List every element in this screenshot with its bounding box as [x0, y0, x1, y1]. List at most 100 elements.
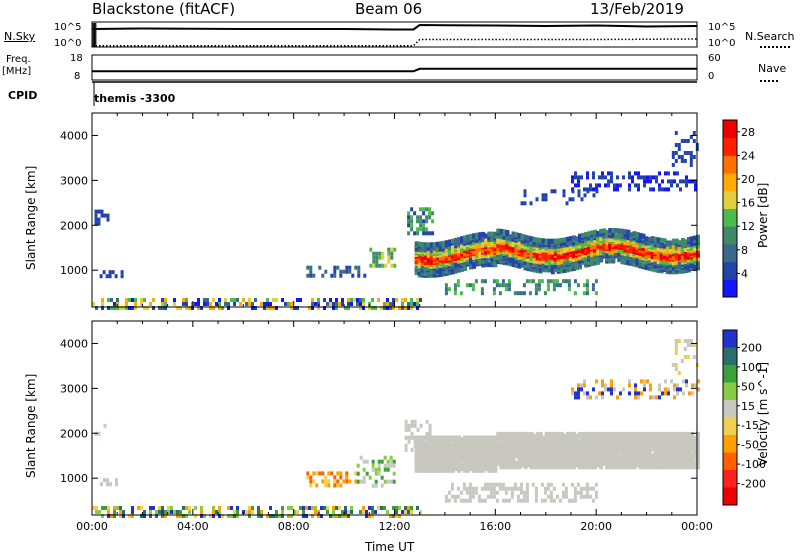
velocity-cell — [342, 479, 346, 484]
velocity-cell — [257, 506, 260, 510]
velocity-cell — [510, 494, 514, 499]
nsearch-tick-top: 10^5 — [708, 22, 736, 33]
velocity-cell — [565, 431, 570, 437]
velocity-cell — [610, 387, 613, 392]
power-cell — [371, 306, 374, 310]
power-cell — [602, 251, 607, 257]
velocity-cell — [345, 475, 349, 480]
power-cell — [529, 239, 534, 245]
velocity-cell — [454, 435, 458, 441]
power-cell — [586, 175, 589, 180]
power-cell — [596, 249, 601, 254]
velocity-colorbar-tick-label: 200 — [741, 341, 762, 354]
velocity-cell — [164, 514, 167, 518]
power-cell — [309, 265, 313, 270]
velocity-cell — [583, 379, 586, 384]
power-cell — [407, 215, 411, 220]
power-cell — [107, 298, 110, 302]
power-cell — [420, 265, 425, 271]
power-cell — [468, 283, 472, 288]
velocity-cell — [559, 439, 564, 445]
velocity-cell — [413, 443, 417, 448]
power-cell — [635, 235, 640, 241]
velocity-cell — [559, 442, 564, 448]
velocity-cell — [570, 482, 574, 487]
power-cell — [664, 187, 667, 192]
power-cell — [653, 254, 658, 260]
power-cell — [375, 251, 379, 256]
velocity-cell — [444, 435, 449, 441]
velocity-cell — [697, 379, 700, 384]
velocity-cell — [474, 490, 478, 495]
velocity-ylabel: Slant Range [km] — [24, 373, 38, 478]
velocity-cell — [416, 439, 420, 444]
power-cell — [523, 259, 528, 265]
power-cell — [647, 237, 652, 243]
power-cell — [605, 244, 610, 250]
power-cell — [120, 270, 124, 275]
velocity-cell — [416, 506, 419, 510]
velocity-cell — [149, 510, 152, 514]
power-cell — [523, 238, 528, 244]
power-cell — [333, 265, 337, 270]
velocity-cell — [586, 391, 589, 396]
velocity-cell — [459, 498, 463, 503]
velocity-cell — [544, 431, 549, 437]
velocity-cell — [447, 490, 451, 495]
velocity-cell — [578, 446, 582, 452]
velocity-cell — [380, 506, 383, 510]
power-cell — [691, 179, 694, 184]
power-cell — [574, 175, 577, 180]
power-cell — [689, 239, 694, 245]
power-cell — [472, 262, 477, 267]
velocity-cell — [579, 490, 583, 495]
velocity-cell — [647, 431, 652, 437]
velocity-cell — [344, 510, 347, 514]
power-colorbar-tick-label: 12 — [741, 220, 755, 233]
power-cell — [357, 269, 361, 274]
power-cell — [444, 283, 448, 288]
power-cell — [552, 279, 556, 284]
power-cell — [218, 298, 221, 302]
power-cell — [646, 179, 649, 184]
power-cell — [689, 159, 693, 163]
power-cell — [128, 298, 131, 302]
power-cell — [692, 139, 696, 143]
power-cell — [602, 228, 607, 234]
velocity-colorbar-frame — [722, 329, 738, 506]
velocity-cell — [632, 448, 637, 454]
power-cell — [520, 233, 525, 239]
power-cell — [475, 247, 480, 253]
velocity-cell — [543, 498, 547, 503]
velocity-cell — [493, 464, 498, 470]
velocity-cell — [326, 510, 329, 514]
velocity-cell — [354, 479, 358, 484]
velocity-cell — [306, 471, 310, 476]
power-cell — [571, 175, 574, 180]
velocity-cell — [143, 510, 146, 514]
velocity-cell — [587, 431, 592, 437]
velocity-cell — [602, 431, 607, 437]
velocity-cell — [532, 433, 537, 439]
velocity-cell — [526, 460, 531, 466]
velocity-cell — [504, 490, 508, 495]
velocity-cell — [538, 462, 543, 468]
power-cell — [671, 155, 675, 159]
power-cell — [416, 227, 420, 232]
power-cell — [306, 273, 310, 278]
velocity-cell — [233, 514, 236, 518]
power-cell — [679, 187, 682, 192]
power-cell — [619, 183, 622, 188]
power-cell — [501, 283, 505, 288]
power-cell — [212, 306, 215, 310]
velocity-cell — [339, 483, 343, 488]
velocity-cell — [544, 460, 549, 466]
power-cell — [629, 252, 634, 258]
power-cell — [667, 187, 670, 192]
power-cell — [676, 183, 679, 188]
velocity-cell — [413, 419, 417, 424]
power-cell — [614, 228, 619, 234]
velocity-cell — [466, 462, 471, 468]
power-cell — [221, 306, 224, 310]
